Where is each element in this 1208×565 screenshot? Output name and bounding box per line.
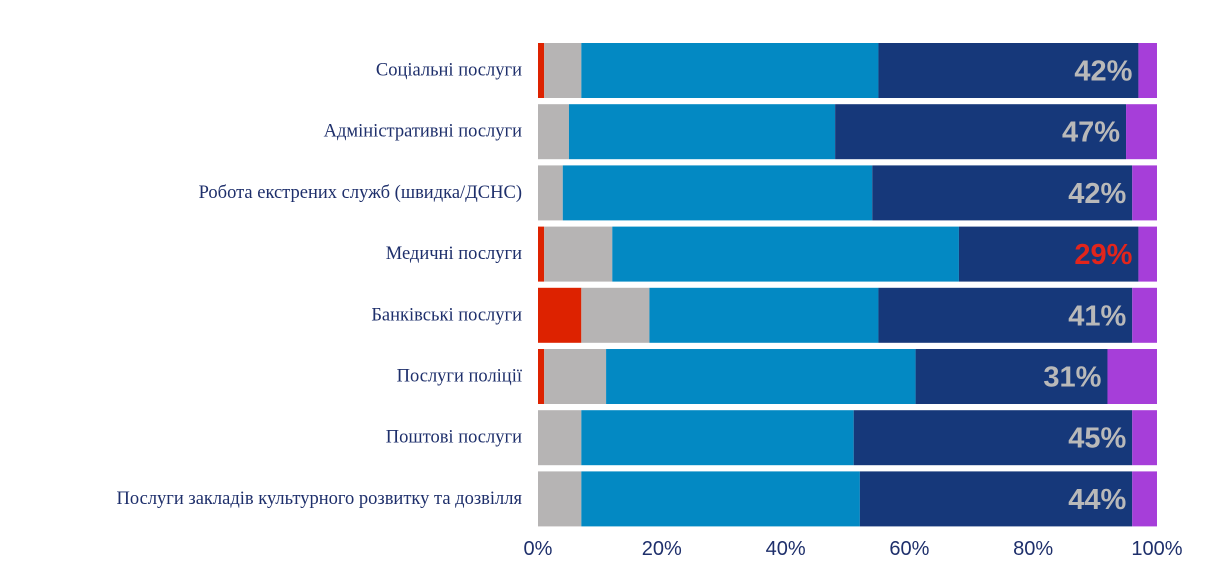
x-tick-label: 80% [1013,538,1053,560]
bar-segment-row8-series2 [538,471,582,527]
data-label: 31% [1043,362,1101,394]
x-tick-label: 20% [642,538,682,560]
category-label: Послуги поліції [397,367,523,387]
data-labels: 42% 47% 42% 29% 41% 31% 45% 44% [1043,56,1132,516]
bar-segment-row5-series5 [1132,287,1157,343]
bar-segment-row3-series3 [562,165,873,221]
x-tick-label: 40% [766,538,806,560]
category-label: Соціальні послуги [376,61,522,81]
bar-segment-row5-series4 [878,287,1133,343]
bar-segment-row7-series5 [1132,410,1157,466]
bar-segment-row2-series4 [835,104,1127,160]
category-label: Адміністративні послуги [324,122,522,142]
category-labels: Соціальні послуги Адміністративні послуги… [117,61,523,509]
bar-segment-row1-series4 [878,43,1139,98]
category-label: Банківські послуги [371,305,522,325]
bar-segment-row2-series5 [1126,104,1157,160]
category-label: Послуги закладів культурного розвитку та… [117,489,523,509]
bar-segment-row4-series1 [538,226,545,282]
bar-segment-row5-series3 [649,287,879,343]
data-label: 42% [1074,56,1132,88]
data-label: 44% [1068,484,1126,516]
bar-segment-row8-series3 [581,471,860,527]
bar-segment-row1-series2 [544,43,582,98]
category-label: Медичні послуги [386,244,522,264]
bar-segment-row5-series1 [538,287,582,343]
bar-segment-row4-series5 [1138,226,1157,282]
category-label: Поштові послуги [386,428,522,448]
bar-segment-row7-series4 [853,410,1133,466]
data-label: 45% [1068,423,1126,455]
bars-group [538,43,1157,527]
bar-segment-row3-series2 [538,165,563,221]
x-tick-label: 0% [524,538,553,560]
bar-segment-row2-series2 [538,104,569,160]
bar-segment-row4-series2 [544,226,613,282]
data-label: 42% [1068,178,1126,210]
x-axis-tick-labels: 0% 20% 40% 60% 80% 100% [524,538,1183,560]
bar-segment-row6-series3 [606,349,916,404]
bar-segment-row6-series2 [544,349,607,404]
bar-segment-row2-series3 [568,104,836,160]
data-label: 41% [1068,300,1126,332]
bar-segment-row1-series3 [581,43,879,98]
bar-segment-row1-series5 [1138,43,1157,98]
bar-segment-row6-series4 [915,349,1108,404]
category-label: Робота екстрених служб (швидка/ДСНС) [199,183,522,203]
bar-segment-row5-series2 [581,287,650,343]
bar-segment-row8-series4 [859,471,1133,527]
data-label: 47% [1062,117,1120,149]
bar-segment-row3-series4 [872,165,1133,221]
bar-segment-row3-series5 [1132,165,1157,221]
bar-segment-row4-series3 [612,226,959,282]
bar-segment-row7-series3 [581,410,854,466]
bar-segment-row4-series4 [958,226,1139,282]
bar-segment-row6-series1 [538,349,545,404]
x-tick-label: 60% [889,538,929,560]
bar-segment-row7-series2 [538,410,582,466]
x-tick-label: 100% [1131,538,1182,560]
data-label: 29% [1074,239,1132,271]
bar-segment-row1-series1 [538,43,545,98]
bar-segment-row6-series5 [1107,349,1157,404]
bar-segment-row8-series5 [1132,471,1157,527]
